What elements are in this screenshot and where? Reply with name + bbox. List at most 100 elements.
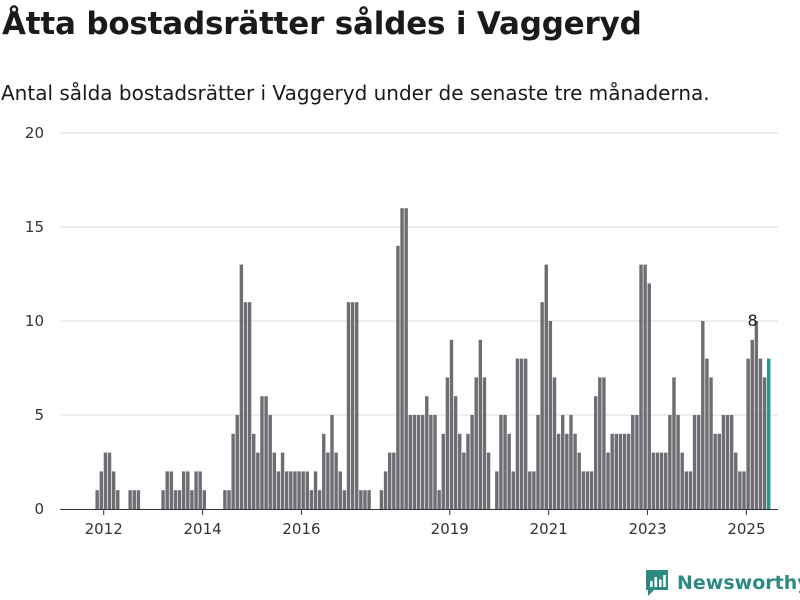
- x-tick-label: 2019: [431, 520, 469, 538]
- bar: [239, 264, 244, 509]
- bar: [326, 452, 330, 509]
- bar: [190, 490, 194, 509]
- bar: [243, 302, 248, 509]
- bar: [626, 433, 631, 509]
- bar: [721, 415, 726, 509]
- bar: [202, 490, 206, 509]
- bar: [383, 471, 388, 509]
- bar: [289, 471, 293, 509]
- bar: [103, 452, 108, 509]
- bar: [734, 452, 738, 509]
- bar: [95, 490, 99, 509]
- chart-title: Åtta bostadsrätter såldes i Vaggeryd: [2, 6, 642, 42]
- bar: [668, 415, 672, 509]
- bar: [540, 302, 544, 509]
- bar: [692, 415, 697, 509]
- bar: [651, 452, 656, 509]
- bar: [717, 433, 721, 509]
- bar: [556, 433, 561, 509]
- bar: [762, 377, 767, 509]
- bar: [672, 377, 676, 509]
- bar: [264, 396, 268, 509]
- bar: [322, 433, 326, 509]
- bar: [99, 471, 103, 509]
- bar: [396, 245, 400, 510]
- bar: [515, 358, 520, 509]
- bar: [107, 452, 112, 509]
- bar: [235, 415, 239, 509]
- y-tick-label: 20: [25, 124, 44, 142]
- bar: [412, 415, 417, 509]
- bar: [309, 490, 314, 509]
- bar: [198, 471, 202, 509]
- bar: [280, 452, 285, 509]
- bar: [194, 471, 198, 509]
- bar-series: [95, 208, 771, 510]
- bar: [610, 433, 614, 509]
- bar: [330, 415, 334, 509]
- bar: [425, 396, 429, 509]
- y-tick-label: 5: [34, 406, 44, 424]
- bar: [552, 377, 557, 509]
- bar: [573, 433, 577, 509]
- bar: [181, 471, 186, 509]
- bar-latest: [767, 358, 771, 509]
- bar: [387, 452, 392, 509]
- bar: [247, 302, 252, 509]
- bar: [132, 490, 136, 509]
- bar: [618, 433, 623, 509]
- bar: [503, 415, 507, 509]
- bar: [177, 490, 182, 509]
- bar: [449, 339, 454, 509]
- bar: [647, 283, 651, 509]
- bar: [738, 471, 742, 509]
- bar: [684, 471, 689, 509]
- y-tick-label: 0: [34, 500, 44, 518]
- bar: [606, 452, 610, 509]
- bar: [293, 471, 297, 509]
- bar: [664, 452, 668, 509]
- bar: [355, 302, 359, 509]
- bar: [742, 471, 746, 509]
- bar: [116, 490, 120, 509]
- x-tick-label: 2012: [85, 520, 123, 538]
- bar: [709, 377, 713, 509]
- bar: [462, 452, 466, 509]
- bar: [350, 302, 355, 509]
- bar: [544, 264, 548, 509]
- bar: [136, 490, 141, 509]
- gridlines: [60, 132, 778, 416]
- bar: [478, 339, 483, 509]
- bar: [268, 415, 272, 509]
- bar: [680, 452, 684, 509]
- bar: [392, 452, 396, 509]
- bar: [635, 415, 639, 509]
- chart-subtitle: Antal sålda bostadsrätter i Vaggeryd und…: [1, 81, 710, 105]
- bar: [272, 452, 277, 509]
- newsworthy-brand[interactable]: Newsworthy: [644, 569, 800, 597]
- bar: [429, 415, 433, 509]
- bar: [223, 490, 227, 509]
- bar: [486, 452, 491, 509]
- x-tick-label: 2021: [530, 520, 568, 538]
- bar: [705, 358, 709, 509]
- newsworthy-logo-icon: [646, 570, 668, 596]
- bar: [256, 452, 260, 509]
- bar: [400, 208, 404, 509]
- bar: [598, 377, 602, 509]
- bar: [346, 302, 351, 509]
- bar: [602, 377, 606, 509]
- bar: [276, 471, 281, 509]
- bar: [367, 490, 371, 509]
- bar: [523, 358, 528, 509]
- bar-chart: 0 5 10 15 20 2012 2014 2016 2019 2021 2023 2025 8: [25, 124, 778, 538]
- bar: [284, 471, 289, 509]
- bar: [659, 452, 664, 509]
- x-axis: [60, 509, 778, 515]
- bar: [317, 490, 322, 509]
- bar: [334, 452, 338, 509]
- bar: [676, 415, 680, 509]
- x-tick-label: 2016: [282, 520, 320, 538]
- bar: [548, 321, 553, 509]
- bar: [441, 433, 445, 509]
